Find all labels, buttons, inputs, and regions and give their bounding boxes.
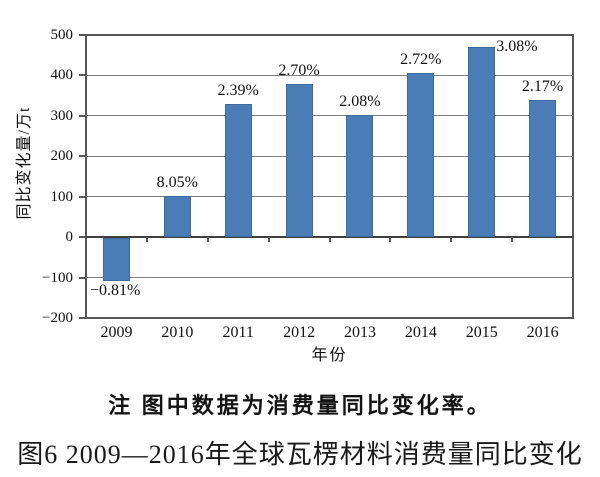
bar-2009 [102, 238, 130, 281]
gridline [86, 115, 573, 117]
x-tick-label-2014: 2014 [404, 324, 437, 341]
x-tick-mark [145, 237, 148, 243]
bar-value-label: 2.72% [400, 51, 442, 69]
x-tick-mark [511, 237, 514, 243]
x-tick-mark [206, 237, 209, 243]
bar-2012 [285, 83, 313, 238]
y-tick-mark [79, 155, 85, 158]
x-tick-label-2012: 2012 [283, 324, 316, 341]
x-tick-label-2009: 2009 [100, 324, 133, 341]
bar-value-label: −0.81% [90, 281, 141, 299]
x-tick-mark [389, 237, 392, 243]
y-tick-mark [79, 317, 85, 319]
y-tick-label: 200 [50, 148, 74, 165]
y-tick-mark [79, 236, 85, 239]
y-tick-label: −100 [42, 269, 73, 286]
plot-area [85, 34, 574, 319]
y-tick-label: 300 [50, 107, 74, 124]
x-tick-label-2016: 2016 [526, 324, 559, 341]
y-tick-label: 0 [65, 229, 74, 246]
bar-value-label: 2.17% [521, 77, 564, 95]
bar-value-label: 2.39% [217, 81, 259, 99]
bar-2015 [468, 47, 496, 238]
figure-note: 注 图中数据为消费量同比变化率。 [108, 393, 492, 418]
y-tick-mark [79, 74, 85, 77]
x-tick-label-2013: 2013 [343, 324, 376, 341]
x-tick-mark [450, 237, 453, 243]
x-tick-label-2010: 2010 [161, 324, 194, 341]
x-axis-title: 年份 [311, 347, 348, 364]
gridline [86, 277, 573, 279]
y-tick-label: −200 [42, 310, 73, 326]
y-tick-label: 400 [50, 67, 74, 84]
gridline [86, 74, 573, 76]
bar-value-label: 8.05% [156, 173, 198, 191]
gridline [86, 196, 573, 198]
bar-2014 [407, 73, 435, 238]
bar-value-label: 2.70% [278, 61, 320, 79]
y-tick-mark [79, 276, 85, 279]
bar-2013 [346, 114, 374, 238]
x-tick-mark [267, 237, 270, 243]
figure-caption: 图6 2009—2016年全球瓦楞材料消费量同比变化 [17, 440, 583, 469]
bar-2016 [529, 99, 557, 238]
bar-2010 [163, 195, 191, 238]
bar-value-label: 2.08% [339, 92, 381, 110]
y-tick-label: 100 [50, 188, 74, 205]
bar-2011 [224, 103, 252, 238]
gridline [86, 155, 573, 157]
y-tick-label: 500 [50, 27, 74, 43]
y-tick-mark [79, 195, 85, 198]
y-tick-mark [79, 34, 85, 36]
x-tick-label-2011: 2011 [222, 324, 254, 341]
y-tick-mark [79, 114, 85, 117]
bar-value-label: 3.08% [496, 38, 538, 56]
x-tick-mark [328, 237, 331, 243]
x-tick-label-2015: 2015 [465, 324, 498, 341]
